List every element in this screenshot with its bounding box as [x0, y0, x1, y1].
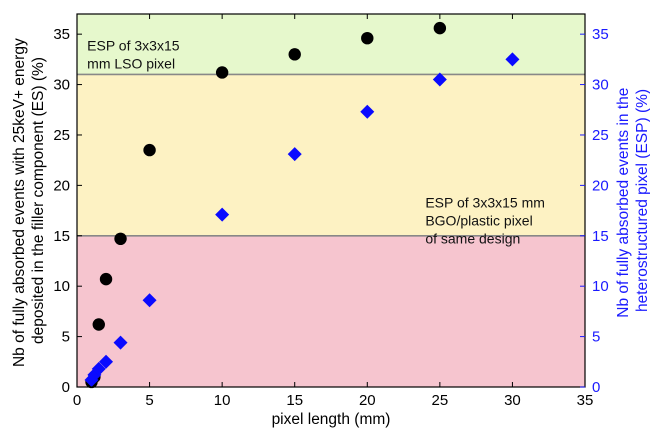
x-tick-label-7: 35 — [577, 392, 594, 409]
esp-point-6 — [215, 207, 230, 222]
right-y-tick-label-5: 25 — [592, 127, 609, 144]
esp-point-7 — [287, 147, 302, 162]
right-y-tick-label-2: 10 — [592, 278, 609, 295]
es-point-7 — [288, 48, 301, 61]
annotation-1-line-0: ESP of 3x3x15 mm — [425, 195, 545, 211]
band-0 — [77, 14, 585, 75]
annotation-0: ESP of 3x3x15 mm LSO pixel — [87, 37, 180, 71]
annotation-1-line-2: of same design — [425, 231, 520, 247]
left-y-axis-ticks: 0 5 10 15 20 25 30 35 — [53, 26, 82, 396]
annotation-0-line-1: mm LSO pixel — [87, 55, 175, 71]
x-axis-title: pixel length (mm) — [272, 411, 391, 428]
left-y-axis-title-line-2: deposited in the filler component (ES) (… — [30, 57, 47, 344]
left-y-tick-label-0: 0 — [62, 379, 70, 396]
es-point-5 — [143, 143, 156, 157]
esp-point-8 — [360, 104, 375, 119]
left-y-tick-label-4: 20 — [53, 177, 70, 194]
right-y-tick-label-6: 30 — [592, 77, 609, 94]
band-2 — [77, 235, 585, 387]
esp-point-5 — [142, 293, 157, 308]
right-y-axis-title-line-2: heterostructured pixel (ESP) (%) — [634, 89, 650, 312]
annotation-1-line-1: BGO/plastic pixel — [425, 213, 532, 229]
es-point-4 — [114, 232, 127, 246]
es-point-6 — [215, 66, 229, 79]
left-y-tick-label-5: 25 — [53, 127, 70, 144]
esp-point-10 — [505, 52, 520, 67]
left-y-tick-label-6: 30 — [53, 77, 70, 94]
background-bands — [77, 14, 585, 387]
right-y-axis-title: Nb of fully absorbed events in the heter… — [615, 83, 650, 317]
right-y-tick-label-4: 20 — [592, 177, 609, 194]
plot-frame — [76, 13, 586, 388]
es-point-9 — [433, 21, 447, 35]
es-point-3 — [99, 272, 113, 286]
esp-point-2 — [91, 361, 106, 376]
right-y-tick-label-0: 0 — [592, 379, 600, 396]
esp-point-9 — [432, 72, 447, 87]
left-y-tick-label-3: 15 — [53, 228, 70, 245]
x-axis-ticks: 0 5 10 15 20 25 30 35 — [73, 14, 594, 409]
right-y-tick-label-1: 5 — [592, 329, 600, 346]
esp-point-3 — [99, 354, 114, 369]
x-tick-label-0: 0 — [73, 392, 81, 409]
left-y-axis-title-line-1: Nb of fully absorbed events with 25keV+ … — [11, 38, 28, 367]
right-y-tick-label-3: 15 — [592, 228, 609, 245]
band-1 — [77, 74, 585, 236]
x-tick-label-6: 30 — [504, 392, 521, 409]
right-y-axis-ticks: 0 5 10 15 20 25 30 35 — [580, 26, 609, 396]
x-tick-label-4: 20 — [359, 392, 376, 409]
es-point-8 — [361, 31, 374, 45]
right-y-axis-title-line-1: Nb of fully absorbed events in the — [615, 88, 632, 318]
left-y-tick-label-2: 10 — [53, 278, 70, 295]
left-y-axis-title: Nb of fully absorbed events with 25keV+ … — [11, 34, 47, 367]
x-tick-label-1: 5 — [145, 392, 153, 409]
left-y-tick-label-1: 5 — [62, 329, 70, 346]
band-boundary-lines — [77, 73, 585, 237]
data-points — [84, 21, 520, 389]
right-y-tick-label-7: 35 — [592, 26, 609, 43]
annotation-0-line-0: ESP of 3x3x15 — [87, 37, 180, 53]
left-y-tick-label-7: 35 — [53, 26, 70, 43]
esp-point-4 — [113, 335, 128, 350]
es-point-2 — [92, 318, 105, 331]
x-tick-label-5: 25 — [432, 392, 449, 409]
x-tick-label-2: 10 — [214, 392, 231, 409]
x-tick-label-3: 15 — [286, 392, 303, 409]
annotation-1: ESP of 3x3x15 mm BGO/plastic pixel of same… — [425, 195, 545, 247]
